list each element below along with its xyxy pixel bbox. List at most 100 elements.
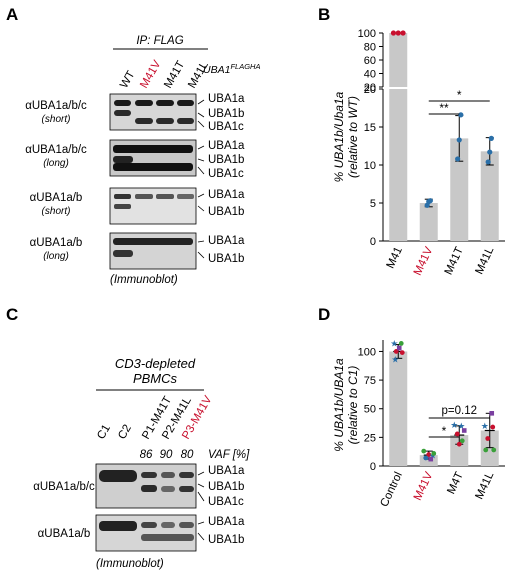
blot-c-footer: (Immunoblot) [96,558,164,570]
blot-band [161,472,175,478]
lane-label-m41v: M41V [138,58,164,90]
blot-band [114,204,131,209]
blot-band [113,250,133,257]
data-point [487,149,493,155]
blot-band [177,118,194,124]
vaf-value: 80 [181,449,194,461]
data-point [485,159,491,165]
significance-label: * [457,88,462,102]
panel-a: A IP: FLAG UBA1FLAGHA WT M41V M41T M41L … [6,5,260,286]
bar [389,89,408,241]
x-tick-label: M41T [443,245,466,277]
data-point: ★ [391,354,399,364]
data-point [428,456,434,462]
blot-c2-image [95,514,197,552]
blot-band [141,522,157,528]
data-point [456,137,462,143]
blot-band [113,238,193,245]
y-tick-label: 40 [364,69,376,81]
band-label: UBA1b [208,253,244,265]
blot-band [161,486,175,492]
y-tick-label: 100 [358,346,376,358]
vaf-value: 86 [140,449,153,461]
band-label: UBA1b [208,206,244,218]
blot-band [114,110,131,116]
blot-a1-exposure: (short) [42,114,71,125]
x-tick-label: M41V [412,470,436,503]
y-axis-label: % UBA1b/UBA1a [332,358,346,452]
lane-label-wt: WT [118,69,137,90]
band-label: UBA1b [208,108,244,120]
sample-label-1: CD3-depleted [115,356,196,371]
y-tick-label: 5 [370,198,376,210]
blot-band [113,156,133,163]
blot-a-footer: (Immunoblot) [110,274,178,286]
construct-label: UBA1FLAGHA [203,62,260,76]
lane-label-c2: C2 [116,423,134,442]
blot-c2-antibody: αUBA1a/b [38,528,91,540]
bar [450,435,469,466]
x-tick-label: M4T [445,470,466,496]
data-point [488,135,494,141]
y-tick-label: 15 [364,122,376,134]
y-tick-label: 25 [364,432,376,444]
data-point [456,441,462,447]
band-label: UBA1a [208,93,245,105]
blot-band [179,472,194,478]
y-tick-label: 100 [358,28,376,40]
bar [450,138,469,241]
data-point [395,30,401,36]
blot-band [156,100,174,106]
vaf-value: 90 [160,449,173,461]
band-label: UBA1b [208,534,244,546]
significance-label: ** [439,101,449,115]
ip-label: IP: FLAG [136,35,183,47]
y-tick-label: 0 [370,236,376,248]
y-axis-label: % UBA1b/Uba1a [332,91,346,182]
data-point [396,345,402,351]
panel-a-letter: A [6,5,18,24]
blot-band [156,194,174,199]
data-point: ★ [429,451,437,461]
data-point [398,341,404,346]
data-point: ★ [450,420,458,430]
data-point [399,350,405,355]
data-point [426,452,432,457]
data-point [459,438,465,444]
panel-c-letter: C [6,305,18,324]
band-label: UBA1a [208,140,245,152]
x-tick-label: Control [378,470,405,509]
blot-band [114,100,131,106]
blot-a3-exposure: (short) [42,206,71,217]
x-tick-label: M41L [473,470,496,502]
data-point [458,112,464,118]
blot-a4-antibody: αUBA1a/b [30,237,83,249]
blot-band [161,522,175,528]
blot-band [141,485,157,492]
data-point [483,447,489,453]
data-point [431,451,437,456]
band-label: UBA1c [208,168,244,180]
data-point: ★ [457,421,465,431]
lane-label-c1: C1 [95,423,113,442]
blot-a1-antibody: αUBA1a/b/c [25,100,87,112]
blot-band [113,163,193,171]
blot-a3-antibody: αUBA1a/b [30,192,83,204]
panel-c: C CD3-depleted PBMCs C1 C2 P1-M41T P2-M4… [6,305,250,570]
chart-d: D 0 25 50 75 100 % UBA1b/UBA1a (relative to C1… [318,305,505,509]
y-tick-label: 75 [364,375,376,387]
blot-band [113,145,193,153]
blot-band [179,486,194,492]
bar [389,351,408,466]
significance-label: * [442,424,447,438]
data-point [427,198,433,204]
y-tick-label: 20 [364,84,376,96]
blot-band [114,194,131,199]
data-point [491,447,497,453]
data-point [390,30,397,36]
data-point [461,428,467,433]
band-label: UBA1a [208,516,245,528]
blot-band [177,100,194,106]
bar [480,430,499,466]
y-axis-label: (relative to WT) [346,96,360,178]
